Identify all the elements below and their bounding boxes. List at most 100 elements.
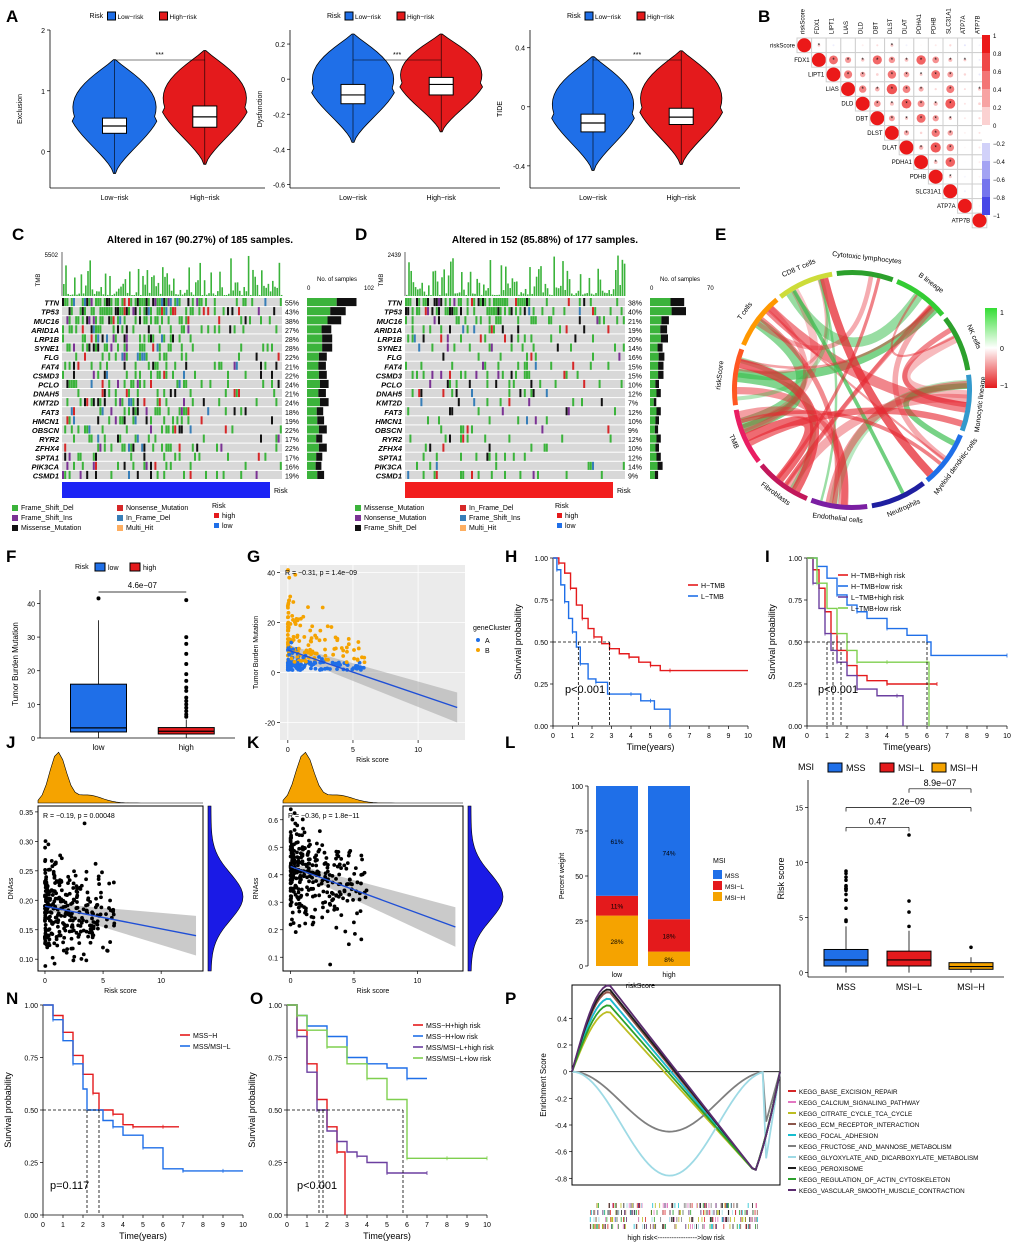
y-tick-label: 1.00: [268, 1003, 282, 1010]
mutation-cell: [501, 370, 504, 379]
mutation-cell: [187, 316, 190, 325]
scatter-point: [323, 861, 328, 865]
mutation-cell: [614, 407, 616, 416]
x-tick-label: 10: [414, 747, 422, 754]
scatter-point: [337, 862, 342, 867]
risk-bar: [62, 482, 270, 498]
mutation-cell: [143, 398, 146, 407]
mutation-cell: [488, 452, 491, 461]
mutation-cell: [497, 307, 500, 316]
gene-bar-black: [318, 361, 326, 370]
mutation-cell: [95, 325, 97, 334]
mutation-cell: [81, 316, 84, 325]
scatter-point: [295, 633, 300, 638]
gene-bar-black: [656, 434, 661, 443]
y-tick-label: 0: [799, 971, 803, 978]
mutation-cell: [187, 407, 190, 416]
corr-circle: [931, 128, 940, 138]
tmb-bar: [597, 268, 599, 296]
mutation-cell: [460, 452, 462, 461]
mutation-cell: [108, 298, 111, 307]
mutation-cell: [473, 298, 476, 307]
mutation-cell: [99, 398, 102, 407]
violin-subplot: Risk Low−risk High−risk-0.400.4TIDELow−ris…: [497, 11, 740, 202]
mutation-cell: [411, 370, 414, 379]
mutation-cell: [81, 343, 84, 352]
survival-curve: [287, 1004, 427, 1080]
mutation-cell: [174, 389, 177, 398]
tmb-bar: [177, 294, 179, 296]
legend-item: KEGG_FRUCTOSE_AND_MANNOSE_METABOLISM: [799, 1144, 952, 1151]
mutation-cell: [106, 307, 108, 316]
scatter-point: [293, 892, 298, 897]
mutation-cell: [460, 334, 462, 343]
mutation-cell: [475, 452, 478, 461]
tmb-bar: [170, 290, 173, 296]
mutation-cell: [121, 443, 124, 452]
colorbar-label: 0: [993, 124, 997, 130]
scatter-point: [79, 957, 84, 961]
mutation-cell: [99, 298, 102, 307]
legend-item: In_Frame_Del: [126, 515, 171, 522]
tmb-bar: [230, 258, 232, 296]
y-tick-label: 0.50: [268, 1108, 282, 1115]
corr-circle: [887, 70, 897, 79]
scatter-point: [62, 914, 67, 919]
mutation-cell: [158, 407, 161, 416]
y-tick-label: 0.4: [268, 873, 278, 880]
corr-circle: [875, 73, 879, 76]
mutation-cell: [108, 379, 111, 388]
mutation-cell: [479, 334, 482, 343]
mutation-cell: [90, 434, 93, 443]
mutation-cell: [183, 398, 185, 407]
scatter-point: [316, 883, 321, 888]
mutation-cell: [152, 343, 155, 352]
mutation-cell: [563, 307, 566, 316]
mutation-cell: [119, 398, 122, 407]
tmb-bar: [428, 285, 430, 296]
tmb-bar: [419, 288, 421, 296]
survival-curve: [43, 1004, 243, 1172]
legend-swatch-low: [584, 11, 594, 21]
gene-bar-green: [650, 352, 659, 361]
tmb-bar: [234, 282, 237, 296]
scatter-point: [359, 881, 363, 886]
mutation-cell: [68, 343, 71, 352]
mutation-cell: [136, 298, 139, 307]
tmb-bar: [573, 294, 575, 296]
chord-scale-mid: 0: [1000, 346, 1004, 353]
mutation-cell: [576, 370, 579, 379]
scatter-point: [308, 628, 313, 633]
mutation-cell: [180, 416, 183, 425]
mutation-cell: [125, 370, 128, 379]
gene-bar-green: [307, 352, 319, 361]
corr-star: *: [818, 43, 821, 49]
mutation-cell: [167, 298, 170, 307]
mutation-cell: [75, 352, 78, 361]
survival-curve: [807, 557, 930, 726]
scatter-point: [111, 880, 116, 885]
corr-circle: [948, 57, 953, 62]
mutation-cell: [191, 443, 194, 452]
scatter-point: [324, 856, 329, 860]
corr-star: *: [935, 116, 938, 122]
mutation-cell: [79, 398, 82, 407]
corr-star: *: [920, 87, 923, 93]
mutation-cell: [255, 352, 258, 361]
scatter-point: [350, 667, 355, 672]
mutation-cell: [200, 298, 203, 307]
scatter-point: [58, 853, 63, 858]
mutation-cell: [429, 325, 432, 334]
mutation-cell: [165, 307, 168, 316]
scatter-point: [302, 650, 307, 655]
tmb-bar: [478, 282, 481, 296]
gene-pct: 7%: [628, 401, 638, 408]
scatter-point: [352, 648, 356, 652]
mutation-cell: [145, 352, 148, 361]
outlier: [184, 651, 189, 656]
panel-I: 0.000.250.500.751.000 1 2 3 4 5 6 7 8 9 10Time(yea…: [767, 556, 1011, 752]
mutation-cell: [117, 343, 119, 352]
mutation-cell: [530, 443, 533, 452]
gene-row-bg: [405, 470, 625, 479]
gene-bar-green: [650, 434, 657, 443]
